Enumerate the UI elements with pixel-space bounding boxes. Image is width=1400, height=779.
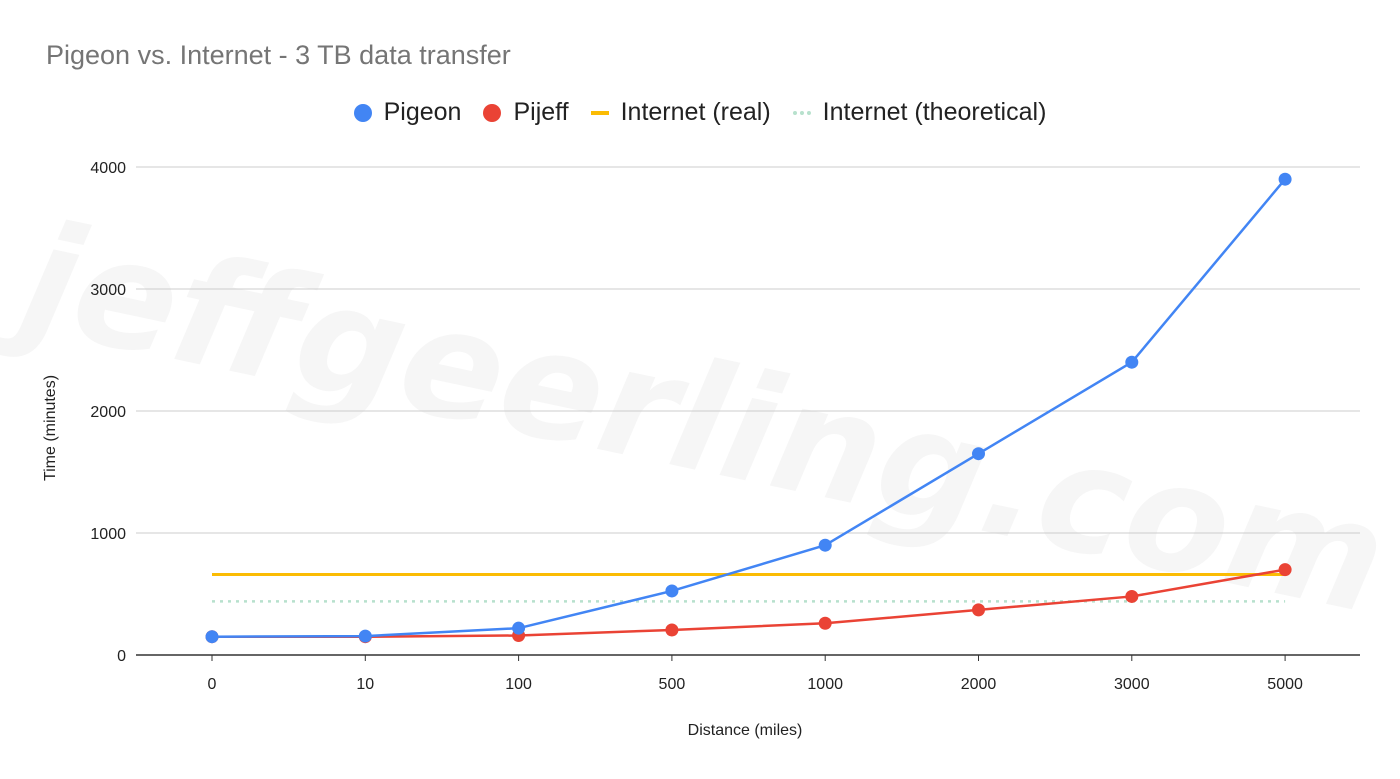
data-point-pijeff <box>665 623 679 637</box>
legend-label-pijeff: Pijeff <box>513 98 569 126</box>
y-tick-label: 4000 <box>90 160 126 177</box>
y-tick-label: 3000 <box>90 282 126 299</box>
legend-label-internet-theoretical: Internet (theoretical) <box>822 98 1047 126</box>
y-axis-title: Time (minutes) <box>42 375 59 481</box>
data-point-pigeon <box>665 584 679 598</box>
data-point-pijeff <box>972 603 985 617</box>
x-tick-label: 2000 <box>961 676 997 693</box>
data-point-pijeff <box>1125 589 1139 603</box>
chart-legend: Pigeon Pijeff Internet (real) Internet (… <box>0 98 1400 127</box>
legend-item-internet-real: Internet (real) <box>590 98 771 127</box>
series-line-pigeon <box>211 178 1287 638</box>
data-point-pigeon <box>512 621 526 635</box>
legend-label-internet-real: Internet (real) <box>620 98 771 126</box>
legend-marker-internet-theoretical <box>792 110 811 115</box>
x-tick-label: 1000 <box>807 676 843 693</box>
y-tick-label: 0 <box>117 648 126 665</box>
x-tick-label: 500 <box>659 676 686 693</box>
data-point-pigeon <box>358 629 372 643</box>
legend-item-pijeff: Pijeff <box>483 98 569 127</box>
y-tick-label: 2000 <box>90 404 126 421</box>
data-point-pijeff <box>818 616 832 630</box>
x-tick-label: 5000 <box>1267 676 1303 693</box>
watermark-logo: jeffgeerling.com <box>0 186 1400 648</box>
data-point-pigeon <box>1278 172 1292 186</box>
legend-marker-pigeon <box>353 103 372 122</box>
data-point-pigeon <box>818 538 832 552</box>
x-tick-label: 100 <box>505 676 532 693</box>
data-point-pijeff <box>1278 563 1292 577</box>
legend-marker-internet-real <box>590 110 609 115</box>
legend-label-pigeon: Pigeon <box>383 98 462 126</box>
x-tick-label: 0 <box>208 676 217 693</box>
x-axis-title: Distance (miles) <box>688 722 803 739</box>
x-tick-label: 3000 <box>1114 676 1150 693</box>
y-tick-label: 1000 <box>90 526 126 543</box>
legend-item-internet-theoretical: Internet (theoretical) <box>792 98 1047 127</box>
data-point-pigeon <box>972 447 985 461</box>
data-point-pigeon <box>1125 355 1139 369</box>
chart-title: Pigeon vs. Internet - 3 TB data transfer <box>46 40 511 70</box>
legend-item-pigeon: Pigeon <box>353 98 462 127</box>
x-tick-label: 10 <box>356 676 374 693</box>
data-point-pigeon <box>205 630 219 644</box>
legend-marker-pijeff <box>483 103 502 122</box>
series-line-pijeff <box>212 568 1286 638</box>
